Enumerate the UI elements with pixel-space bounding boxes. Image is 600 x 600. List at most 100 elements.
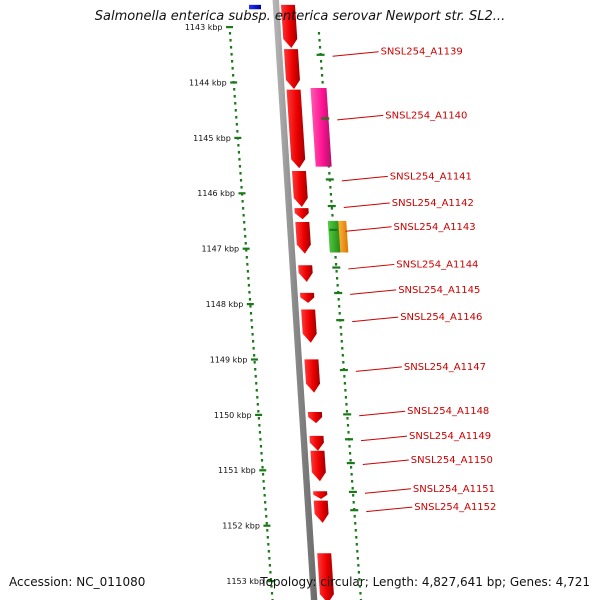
right-dot [339,326,342,329]
gene-feature-red[interactable] [295,222,311,254]
right-dot [353,515,356,518]
right-dot [350,473,353,476]
topology-value: circular [320,575,365,589]
left-dot [240,186,243,189]
right-dot [358,585,362,588]
gene-tick-mark [332,266,341,269]
gene-label[interactable]: SNSL254_A1151 [413,484,495,495]
left-dot [259,438,262,441]
kbp-tick-label: 1146 kbp [197,189,235,198]
right-dot [329,186,332,189]
left-dot [244,235,247,238]
gene-label[interactable]: SNSL254_A1150 [411,455,493,466]
gene-feature-red[interactable] [310,450,326,482]
gene-feature-red[interactable] [304,359,321,393]
gene-feature-red[interactable] [286,89,306,169]
gene-label[interactable]: SNSL254_A1142 [392,198,474,209]
gene-label[interactable]: SNSL254_A1144 [396,259,478,270]
gene-label[interactable]: SNSL254_A1146 [400,312,482,323]
kbp-tick-mark [246,303,254,306]
gene-feature-red[interactable] [300,292,315,303]
right-dot [357,571,360,574]
right-dot [342,361,345,364]
gene-labels: SNSL254_A1139 SNSL254_A1140 SNSL254_A1141 S… [316,47,496,513]
gene-feature-red[interactable] [291,171,308,208]
kbp-tick-mark [230,81,238,84]
gene-tick-mark [327,204,336,208]
left-dot [267,543,270,546]
gene-feature-red[interactable] [313,500,329,523]
right-dot [348,452,352,455]
left-dot [233,95,236,98]
right-dot [351,480,354,483]
gene-label[interactable]: SNSL254_A1148 [407,406,489,417]
right-dot [343,382,346,385]
left-dot [246,263,249,266]
gene-feature-red[interactable] [283,49,300,90]
gene-feature-red[interactable] [317,553,334,600]
kbp-tick-label: 1153 kbp [226,577,264,586]
left-dot [244,242,247,245]
gene-label[interactable]: SNSL254_A1152 [414,502,496,513]
left-dot [245,249,248,252]
map-title: Salmonella enterica subsp. enterica sero… [94,9,506,24]
left-dot [267,550,270,553]
kbp-tick-label: 1152 kbp [222,522,260,531]
left-dot [250,326,254,329]
left-dot [268,557,271,560]
gene-feature-magenta[interactable] [310,87,332,167]
gene-feature-red[interactable] [301,309,317,343]
gene-feature-red[interactable] [280,4,298,49]
gene-label[interactable]: SNSL254_A1139 [381,47,463,58]
left-dot [241,200,244,203]
gene-tick-mark [346,461,355,465]
gene-leader-line [341,175,388,182]
right-dot [359,592,362,595]
gene-tick-mark [334,291,343,295]
gene-leader-line [348,263,395,270]
left-dot [250,319,253,322]
right-dot [357,564,360,567]
left-dot [229,46,233,49]
kbp-tick-mark [250,358,258,361]
gene-label[interactable]: SNSL254_A1149 [409,431,491,442]
gene-label[interactable]: SNSL254_A1145 [398,285,480,296]
gene-label[interactable]: SNSL254_A1141 [390,171,472,182]
right-dot [318,39,321,42]
gene-label[interactable]: SNSL254_A1140 [385,110,467,121]
right-dot [336,284,339,287]
kbp-tick-mark [267,580,275,583]
left-dot [261,466,264,469]
gene-feature-orange[interactable] [338,220,349,253]
left-dot [247,277,250,280]
left-dot [263,494,266,497]
right-dot [346,424,350,427]
gene-label[interactable]: SNSL254_A1143 [394,222,476,233]
gene-leader-line [350,289,397,295]
gene-feature-red[interactable] [298,265,313,282]
right-dot [347,431,350,434]
right-dot [355,536,358,539]
gene-feature-blue[interactable] [249,4,261,10]
gene-feature-red[interactable] [307,412,323,424]
gene-feature-red[interactable] [309,435,324,451]
right-dot [346,417,349,420]
left-dot [262,480,265,483]
right-dot [349,459,352,462]
left-dot [249,305,252,308]
right-dot [335,270,338,273]
gene-tick-mark [348,490,357,494]
left-dot [239,172,242,175]
genes-value: 4,721 [555,575,590,589]
left-dot [270,585,273,588]
gene-label[interactable]: SNSL254_A1147 [404,362,486,373]
gene-tick-mark [343,413,352,416]
left-dot [265,522,268,525]
kbp-tick-mark [234,136,242,139]
right-dot [340,333,343,336]
gene-feature-red[interactable] [313,491,328,500]
gene-features [249,4,349,600]
gene-feature-red[interactable] [294,208,309,220]
left-dot [247,284,250,287]
